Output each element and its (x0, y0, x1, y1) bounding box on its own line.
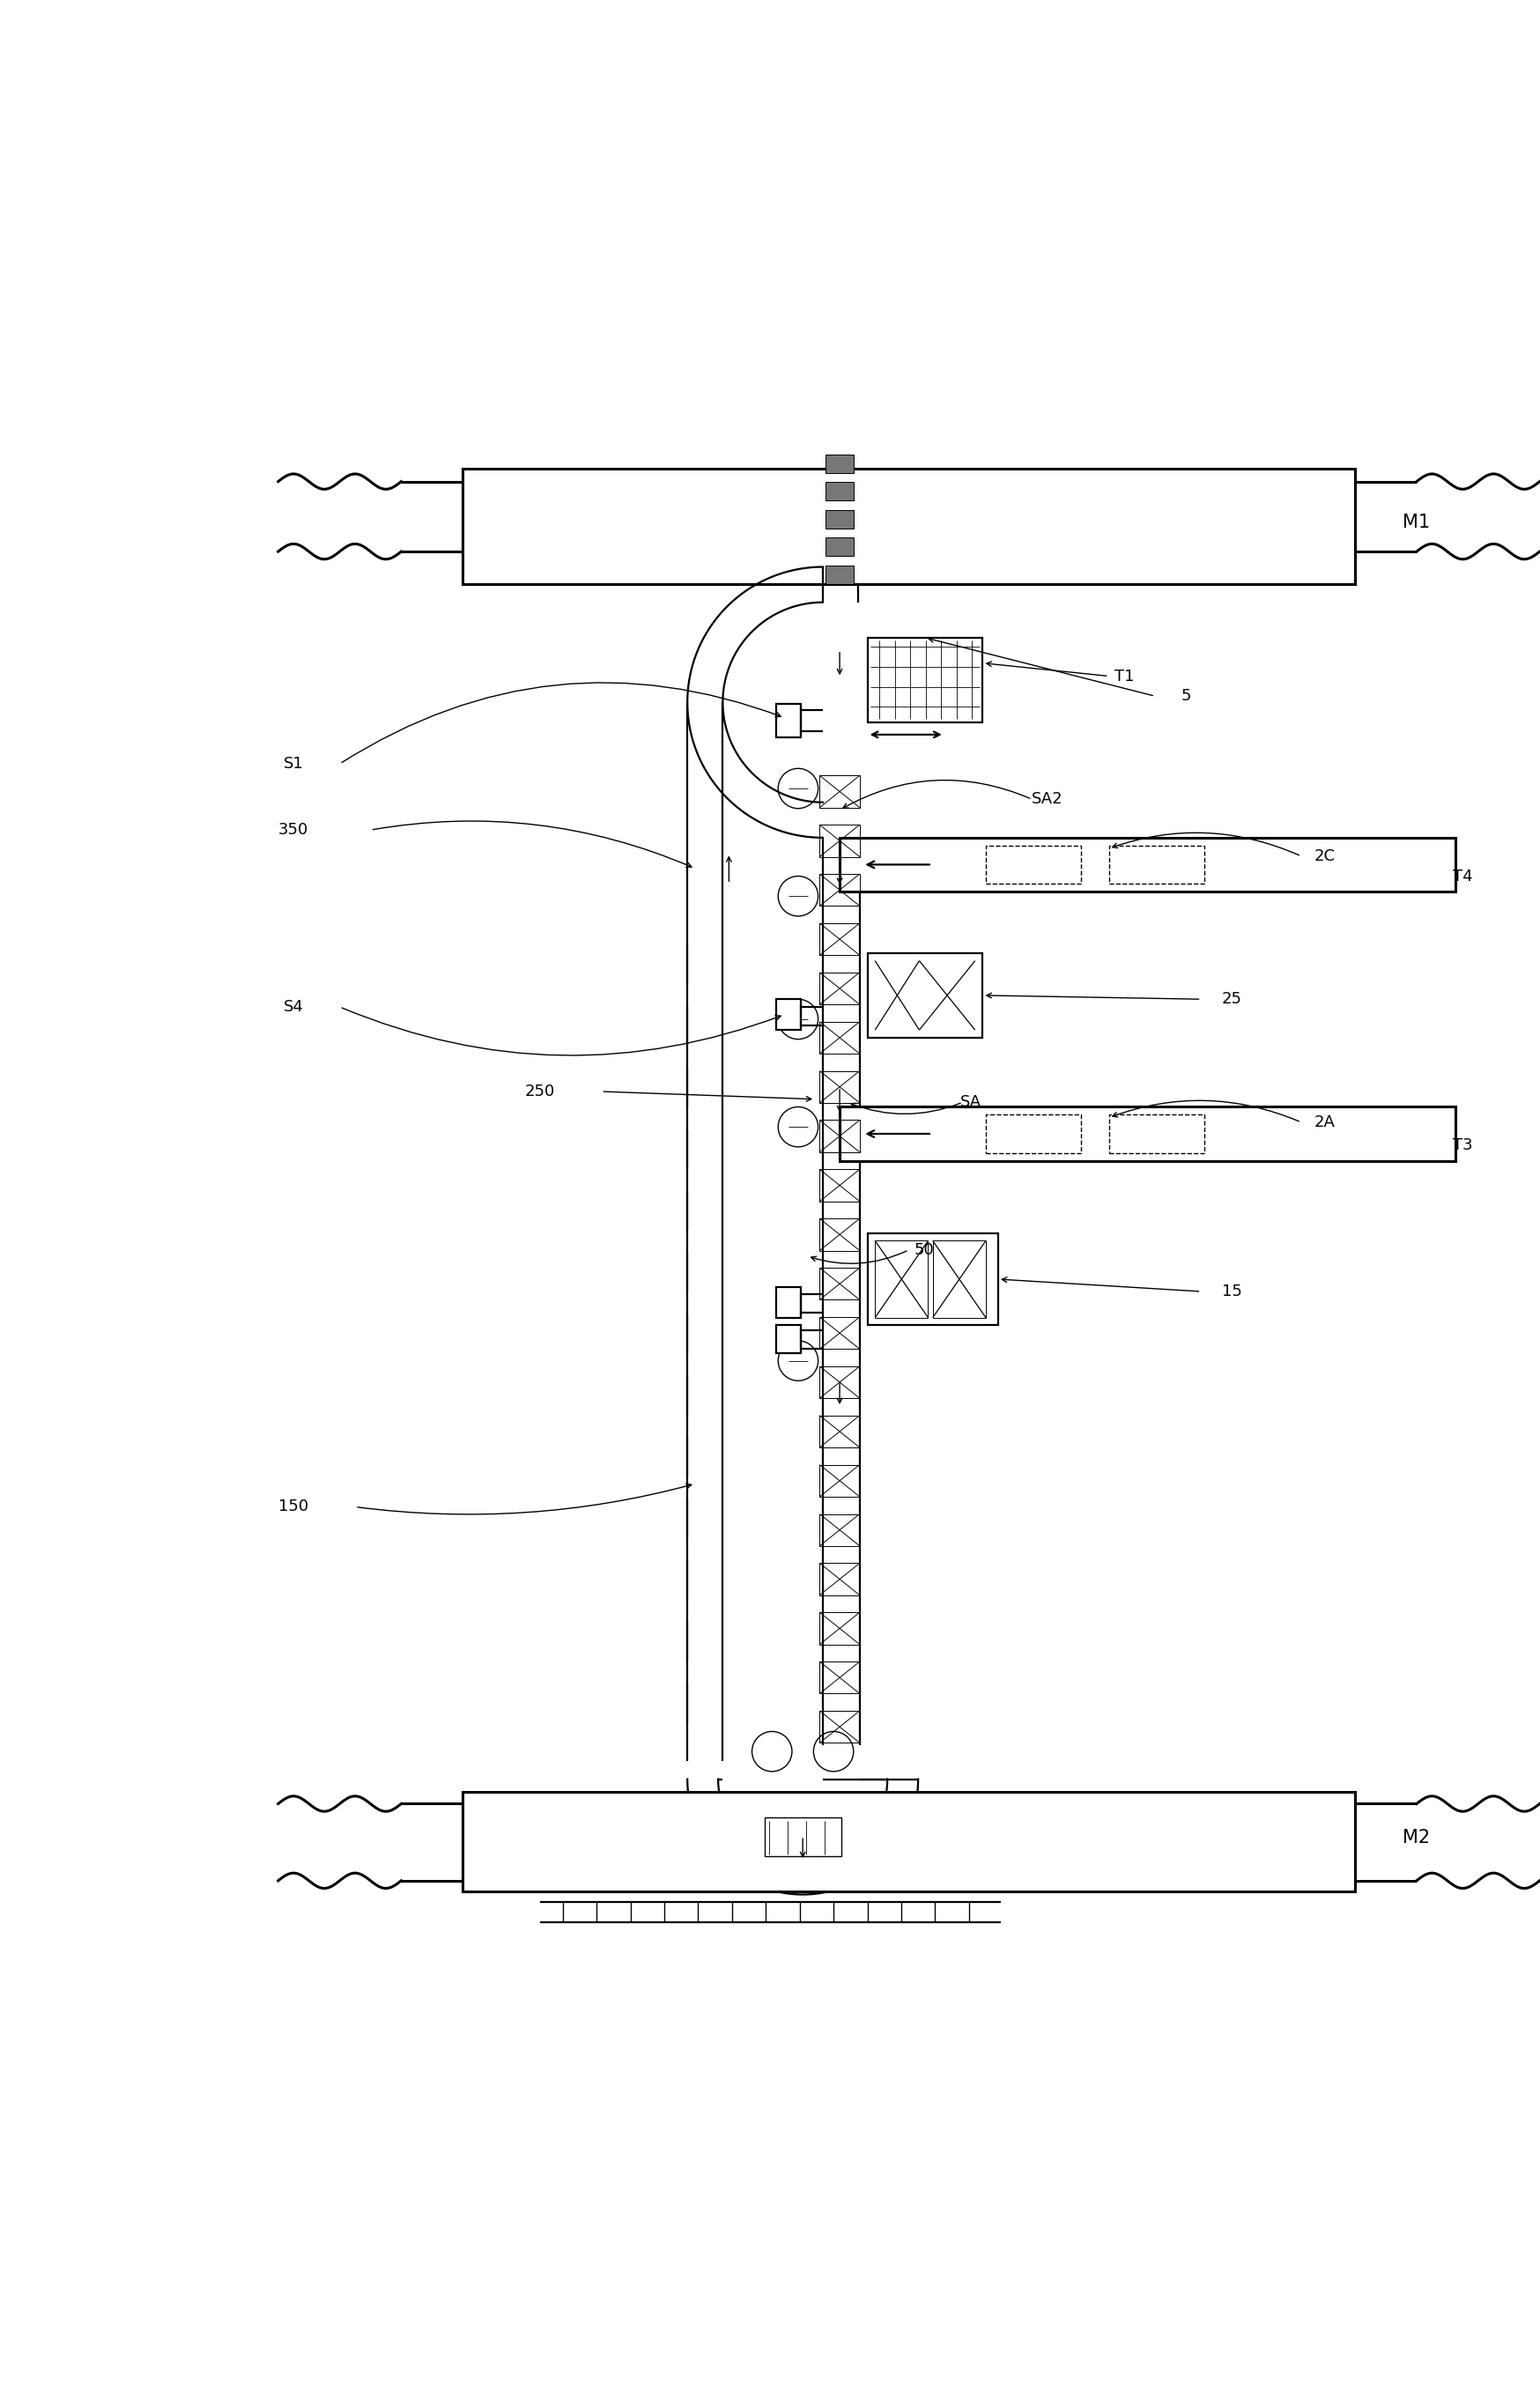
Bar (867, 953, 983, 1037)
Bar (819, 1170, 859, 1201)
Bar (819, 1513, 859, 1547)
Bar (776, 998, 801, 1029)
Bar (819, 774, 859, 808)
Bar (776, 703, 801, 739)
Text: SA2: SA2 (1032, 791, 1063, 808)
Bar (819, 1365, 859, 1399)
Bar (825, 510, 853, 529)
Bar (819, 1416, 859, 1446)
Bar (867, 1232, 998, 1325)
Text: M2: M2 (1401, 1828, 1429, 1847)
Text: 15: 15 (1221, 1284, 1241, 1299)
Bar (1109, 1115, 1204, 1153)
Bar (776, 1325, 801, 1354)
Bar (819, 1466, 859, 1497)
Text: 5: 5 (1180, 689, 1190, 703)
Text: S4: S4 (283, 998, 303, 1015)
Text: 25: 25 (1221, 991, 1241, 1008)
Bar (825, 455, 853, 474)
Bar (819, 1661, 859, 1694)
Bar (825, 565, 853, 584)
Bar (462, 1792, 1354, 1892)
Bar (776, 1287, 801, 1318)
Text: S1: S1 (283, 755, 303, 772)
Text: M1: M1 (1401, 512, 1429, 531)
Text: T4: T4 (1452, 867, 1472, 884)
Text: T1: T1 (1113, 667, 1133, 684)
Bar (825, 539, 853, 555)
Text: 150: 150 (279, 1499, 308, 1516)
Bar (819, 1711, 859, 1742)
Bar (932, 1242, 986, 1318)
Bar (462, 469, 1354, 584)
Bar (764, 1818, 841, 1856)
Bar (819, 1563, 859, 1594)
Bar (819, 825, 859, 858)
Bar (819, 1318, 859, 1349)
Bar (819, 1070, 859, 1103)
Bar (819, 1218, 859, 1251)
Bar (867, 639, 983, 722)
Bar (819, 1613, 859, 1644)
Text: 2A: 2A (1314, 1115, 1334, 1130)
Bar (875, 1242, 927, 1318)
Text: T3: T3 (1452, 1137, 1472, 1153)
Bar (819, 972, 859, 1006)
Bar (819, 1022, 859, 1053)
Bar (839, 839, 1454, 891)
Text: SA: SA (959, 1094, 981, 1110)
Bar (1109, 846, 1204, 884)
Bar (819, 875, 859, 906)
Bar (825, 481, 853, 500)
Bar (986, 846, 1081, 884)
Text: 2C: 2C (1314, 848, 1334, 865)
Text: 50: 50 (913, 1242, 933, 1258)
Text: 350: 350 (279, 822, 308, 839)
Bar (819, 1268, 859, 1299)
Bar (839, 1106, 1454, 1161)
Bar (819, 1120, 859, 1151)
Text: 250: 250 (524, 1084, 554, 1099)
Bar (986, 1115, 1081, 1153)
Bar (819, 922, 859, 956)
